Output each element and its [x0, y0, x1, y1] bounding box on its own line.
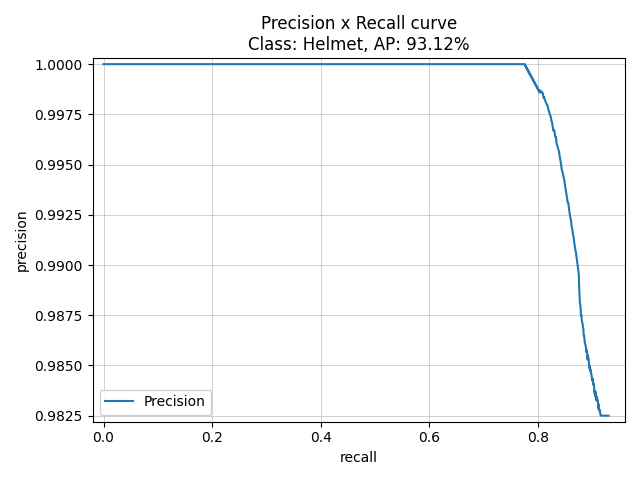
Line: Precision: Precision	[104, 64, 609, 416]
Precision	[405, 61, 413, 67]
Precision	[458, 61, 465, 67]
Precision	[218, 61, 225, 67]
Title: Precision x Recall curve
Class: Helmet, AP: 93.12%: Precision x Recall curve Class: Helmet, …	[248, 15, 470, 54]
Precision	[605, 413, 612, 419]
Legend: Precision: Precision	[100, 390, 211, 415]
Precision	[100, 61, 108, 67]
Y-axis label: precision: precision	[15, 209, 29, 271]
Precision	[597, 413, 605, 419]
Precision	[426, 61, 434, 67]
X-axis label: recall: recall	[340, 451, 378, 465]
Precision	[568, 227, 576, 232]
Precision	[266, 61, 273, 67]
